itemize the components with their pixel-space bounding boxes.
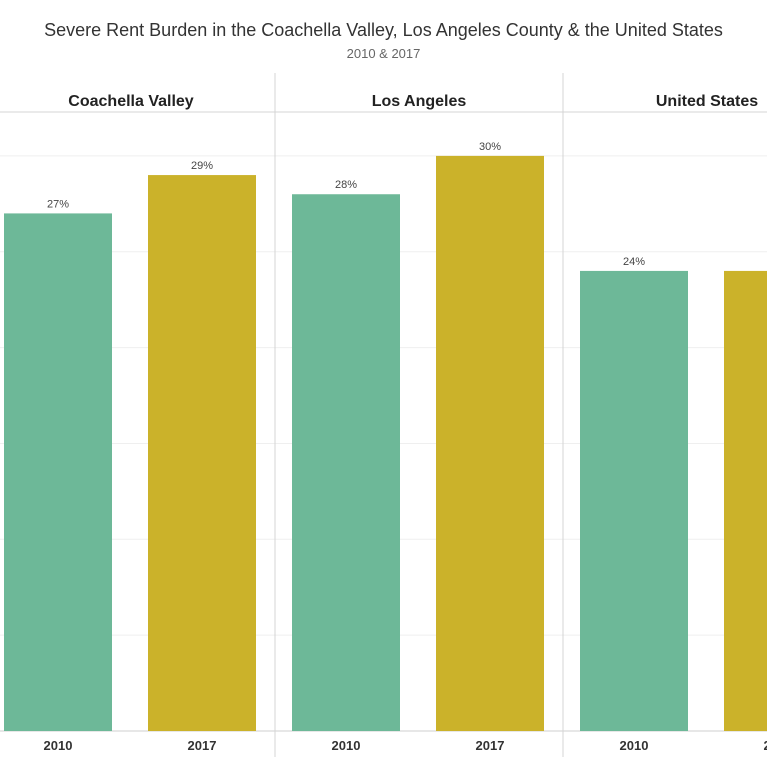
data-label: 24% [623,256,645,268]
data-label: 30% [479,141,501,153]
data-label: 29% [191,160,213,172]
bar [436,155,544,731]
x-tick-label: 2017 [476,738,505,753]
chart-title: Severe Rent Burden in the Coachella Vall… [44,20,723,40]
bar [4,213,112,731]
data-label: 27% [47,198,69,210]
x-tick-label: 2017 [764,738,767,753]
data-label: 28% [335,179,357,191]
panel-header: United States [656,93,758,110]
x-tick-label: 2017 [188,738,217,753]
bar [292,194,400,732]
panel-header: Coachella Valley [68,93,194,110]
x-tick-label: 2010 [44,738,73,753]
chart-subtitle: 2010 & 2017 [346,46,421,61]
x-tick-label: 2010 [620,738,649,753]
panel-header: Los Angeles [372,93,467,110]
bar [724,270,767,731]
bar [148,175,256,731]
bar [580,270,688,731]
x-tick-label: 2010 [332,738,361,753]
